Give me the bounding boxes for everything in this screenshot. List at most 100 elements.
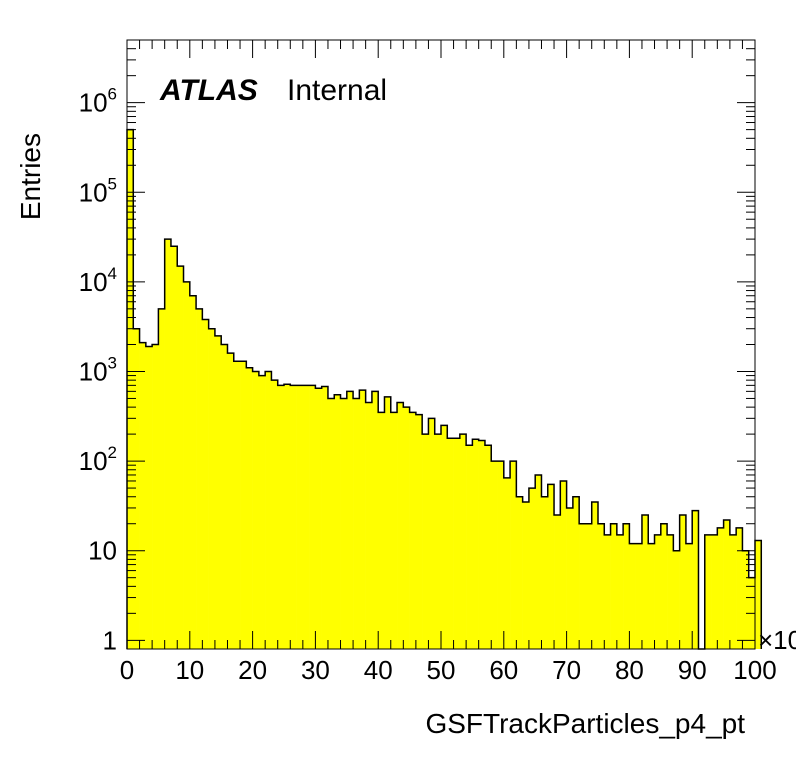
histogram-bin: [510, 461, 517, 649]
histogram-bin: [340, 398, 348, 649]
histogram-bin: [127, 129, 134, 650]
histogram-bin: [560, 480, 567, 649]
histogram-bin: [397, 402, 404, 649]
histogram-bin: [327, 398, 335, 649]
histogram-bin: [240, 361, 247, 649]
x-tick-labels: 0 10 20 30 40 50 60 70 80 90 100: [120, 655, 777, 685]
histogram-bin: [214, 335, 222, 649]
histogram-bin: [554, 515, 561, 649]
histogram-bin: [522, 501, 530, 649]
histogram-bin: [635, 543, 643, 649]
histogram-bin: [723, 520, 731, 649]
histogram-bin: [528, 488, 536, 649]
histogram-bin: [365, 402, 373, 649]
histogram-bin: [466, 445, 473, 649]
histogram-bin: [152, 344, 159, 649]
histogram-bin: [459, 434, 467, 649]
histogram-bin: [164, 239, 172, 649]
y-tick-label: 106: [79, 85, 117, 118]
histogram-bin: [271, 380, 279, 649]
histogram-bin: [208, 328, 216, 649]
histogram-bin: [711, 534, 718, 649]
histogram-bin: [610, 523, 618, 649]
histogram-bin: [415, 414, 423, 649]
histogram-bin: [233, 361, 241, 649]
x-tick-label: 40: [364, 655, 393, 685]
histogram-bin: [704, 534, 712, 649]
histogram-bin: [409, 412, 417, 649]
histogram-bin: [170, 246, 178, 650]
histogram-bin: [334, 394, 341, 649]
histogram-bin: [755, 540, 762, 649]
histogram-bin: [441, 425, 448, 649]
histogram-bin: [145, 346, 153, 649]
histogram-bin: [265, 371, 272, 649]
histogram-bin: [648, 543, 655, 649]
histogram-bin: [277, 385, 285, 649]
y-tick-label: 10: [88, 536, 117, 566]
histogram-bin: [742, 550, 750, 649]
histogram-bin: [736, 527, 743, 649]
histogram-bin: [422, 434, 429, 649]
histogram-bin: [585, 523, 593, 649]
x-tick-label: 80: [615, 655, 644, 685]
y-tick-label: 102: [79, 443, 117, 476]
x-axis-title: GSFTrackParticles_p4_pt: [425, 708, 745, 739]
histogram-bin: [604, 534, 611, 649]
histogram-bin: [133, 328, 140, 649]
histogram-bin: [547, 484, 555, 649]
histogram-bin: [629, 543, 636, 649]
histogram-bin: [660, 523, 668, 649]
histogram-bin: [447, 438, 454, 649]
x-tick-label: 70: [552, 655, 581, 685]
y-tick-label: 104: [79, 264, 117, 297]
histogram-bin: [321, 386, 329, 649]
x-tick-label: 100: [733, 655, 776, 685]
histogram-bin: [371, 391, 379, 649]
x-tick-label: 10: [175, 655, 204, 685]
histogram-bin: [453, 438, 461, 649]
histogram-bin: [566, 507, 574, 649]
histogram-bin: [616, 534, 624, 649]
histogram-bin: [221, 344, 228, 649]
histogram-bin: [428, 418, 436, 649]
histogram-bin: [359, 390, 366, 649]
histogram-bin: [202, 319, 209, 649]
histogram-bin: [384, 396, 392, 649]
x-tick-label: 60: [489, 655, 518, 685]
y-tick-labels: 1 10 102 103 104 105 106: [79, 85, 117, 656]
histogram-bin: [516, 496, 523, 649]
histogram-outline: [126, 128, 763, 650]
x-tick-label: 20: [238, 655, 267, 685]
histogram-bin: [503, 477, 511, 649]
histogram-bin: [598, 523, 605, 649]
histogram-bin: [390, 412, 398, 649]
histogram-bin: [139, 342, 147, 649]
x-tick-label: 90: [678, 655, 707, 685]
histogram-bin: [189, 295, 197, 649]
axis-ticks: [126, 39, 756, 649]
histogram-bin: [290, 385, 297, 649]
histogram-bin: [309, 385, 316, 649]
histogram-bin: [296, 385, 304, 649]
x-tick-label: 0: [120, 655, 134, 685]
histogram-bin: [572, 496, 580, 649]
histogram-bars: [126, 128, 763, 650]
histogram-bin: [246, 367, 253, 649]
histogram-bin: [196, 308, 203, 649]
histogram-bin: [227, 353, 235, 649]
histogram-bin: [491, 461, 498, 649]
histogram-bin: [183, 281, 191, 649]
histogram-bin: [692, 510, 699, 649]
internal-label: Internal: [287, 74, 387, 107]
y-tick-label: 103: [79, 353, 117, 386]
histogram-bin: [346, 391, 354, 649]
histogram-bin: [685, 543, 693, 649]
histogram-bin: [353, 398, 360, 649]
histogram-bin: [623, 523, 630, 649]
histogram-bin: [541, 496, 549, 649]
histogram-bin: [673, 550, 680, 649]
y-tick-label: 105: [79, 174, 117, 207]
histogram-bin: [434, 434, 442, 649]
